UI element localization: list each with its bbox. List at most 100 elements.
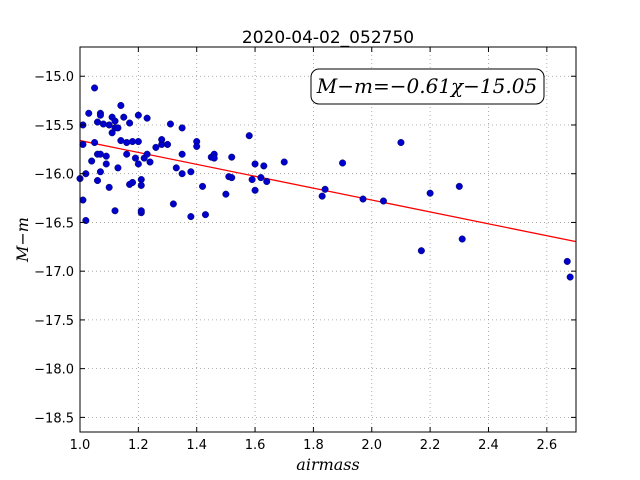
x-tick-label: 2.4 bbox=[478, 438, 499, 453]
data-point bbox=[201, 211, 209, 219]
data-point bbox=[134, 138, 142, 146]
data-point bbox=[123, 150, 131, 158]
data-point bbox=[417, 247, 425, 255]
data-point bbox=[96, 168, 104, 176]
data-point bbox=[228, 153, 236, 161]
data-point bbox=[280, 158, 288, 166]
data-point bbox=[187, 168, 195, 176]
data-point bbox=[111, 117, 119, 125]
y-tick-label: −18.0 bbox=[34, 363, 74, 378]
plot-frame bbox=[79, 46, 577, 433]
data-point bbox=[102, 160, 110, 168]
x-tick-label: 1.0 bbox=[70, 438, 91, 453]
data-point bbox=[123, 139, 131, 147]
data-point bbox=[178, 150, 186, 158]
annotation-box bbox=[310, 68, 545, 105]
data-point bbox=[143, 114, 151, 122]
data-point bbox=[143, 150, 151, 158]
data-point bbox=[91, 139, 99, 147]
data-point bbox=[117, 101, 125, 109]
data-point bbox=[146, 158, 154, 166]
data-point bbox=[120, 113, 128, 121]
data-point bbox=[126, 119, 134, 127]
data-point bbox=[129, 178, 137, 186]
data-point bbox=[187, 213, 195, 221]
grid bbox=[79, 47, 576, 432]
data-point bbox=[91, 84, 99, 92]
data-point bbox=[248, 176, 256, 184]
data-point bbox=[134, 160, 142, 168]
data-point bbox=[426, 189, 434, 197]
axis-ticks: 1.0 1.2 1.4 1.6 1.8 2.0 2.2 2.4 2.6 −15.0 −15.5 −16… bbox=[34, 47, 576, 453]
data-point bbox=[134, 111, 142, 119]
data-point bbox=[96, 150, 104, 158]
data-point bbox=[359, 195, 367, 203]
data-points bbox=[76, 84, 574, 281]
y-tick-label: −17.0 bbox=[34, 265, 74, 280]
data-point bbox=[99, 120, 107, 128]
x-tick-label: 1.6 bbox=[245, 438, 266, 453]
data-point bbox=[257, 174, 265, 182]
annotation-text: M−m=−0.61χ−15.05 bbox=[316, 74, 537, 98]
data-point bbox=[79, 196, 87, 204]
data-point bbox=[129, 138, 137, 146]
data-point bbox=[137, 176, 145, 184]
data-point bbox=[199, 182, 207, 190]
x-tick-label: 1.4 bbox=[186, 438, 207, 453]
data-point bbox=[85, 109, 93, 117]
data-point bbox=[94, 177, 102, 185]
x-tick-label: 2.0 bbox=[361, 438, 382, 453]
data-point bbox=[178, 170, 186, 178]
data-point bbox=[318, 192, 326, 200]
data-point bbox=[169, 200, 177, 208]
data-point bbox=[88, 157, 96, 165]
data-point bbox=[379, 197, 387, 205]
data-point bbox=[117, 137, 125, 145]
data-point bbox=[222, 190, 230, 198]
data-point bbox=[105, 183, 113, 191]
x-axis-label: airmass bbox=[296, 455, 359, 474]
data-point bbox=[102, 152, 110, 160]
data-point bbox=[455, 182, 463, 190]
y-tick-label: −18.5 bbox=[34, 411, 74, 426]
data-point bbox=[164, 140, 172, 148]
y-tick-label: −17.5 bbox=[34, 314, 74, 329]
data-point bbox=[458, 235, 466, 243]
data-point bbox=[210, 154, 218, 162]
data-point bbox=[158, 136, 166, 144]
data-point bbox=[563, 257, 571, 265]
data-point bbox=[111, 207, 119, 215]
data-point bbox=[114, 164, 122, 172]
data-point bbox=[178, 124, 186, 132]
data-point bbox=[251, 160, 259, 168]
data-point bbox=[228, 174, 236, 182]
x-tick-label: 1.2 bbox=[128, 438, 149, 453]
fit-annotation: M−m=−0.61χ−15.05 bbox=[310, 68, 545, 105]
data-point bbox=[263, 178, 271, 186]
x-tick-label: 2.2 bbox=[420, 438, 441, 453]
data-point bbox=[94, 118, 102, 126]
data-point bbox=[114, 124, 122, 132]
y-axis-label: M−m bbox=[13, 217, 32, 263]
y-tick-label: −16.0 bbox=[34, 168, 74, 183]
data-point bbox=[566, 273, 574, 281]
data-point bbox=[105, 121, 113, 129]
data-point bbox=[321, 185, 329, 193]
x-tick-label: 2.6 bbox=[536, 438, 557, 453]
data-point bbox=[131, 154, 139, 162]
y-tick-label: −15.0 bbox=[34, 70, 74, 85]
data-point bbox=[137, 207, 145, 215]
data-point bbox=[193, 142, 201, 150]
data-point bbox=[79, 140, 87, 148]
data-point bbox=[137, 181, 145, 189]
data-point bbox=[260, 162, 268, 170]
data-point bbox=[166, 120, 174, 128]
data-point bbox=[339, 159, 347, 167]
y-tick-label: −15.5 bbox=[34, 119, 74, 134]
data-point bbox=[172, 164, 180, 172]
y-tick-label: −16.5 bbox=[34, 216, 74, 231]
x-tick-label: 1.8 bbox=[303, 438, 324, 453]
data-point bbox=[96, 111, 104, 119]
chart-title: 2020-04-02_052750 bbox=[242, 28, 414, 48]
